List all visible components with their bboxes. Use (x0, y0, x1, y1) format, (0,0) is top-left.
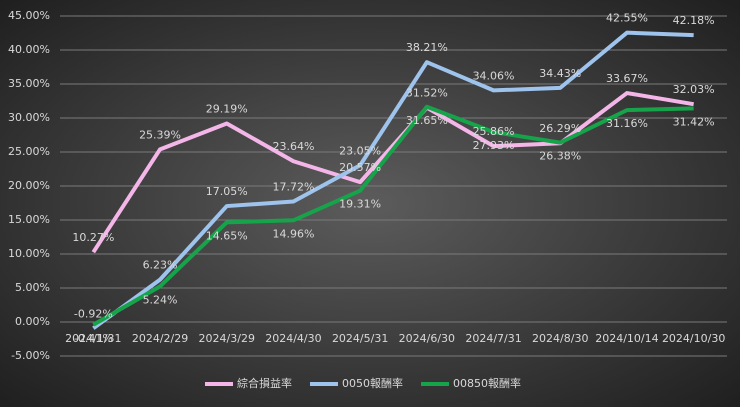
data-label: 17.72% (272, 181, 314, 194)
x-tick-label: 2024/10/30 (662, 332, 725, 345)
x-tick-label: 2024/8/30 (532, 332, 588, 345)
x-tick-label: 2024/1/31 (65, 332, 121, 345)
data-label: -0.41% (74, 332, 113, 345)
data-label: 31.42% (673, 115, 715, 128)
y-tick-label: 10.00% (8, 247, 50, 260)
y-tick-label: 45.00% (8, 9, 50, 22)
data-label: 5.24% (143, 293, 178, 306)
x-tick-label: 2024/3/29 (199, 332, 255, 345)
y-tick-label: 15.00% (8, 213, 50, 226)
y-tick-label: 0.00% (15, 315, 50, 328)
data-label: 29.19% (206, 103, 248, 116)
data-label: 25.39% (139, 128, 181, 141)
data-label: 17.05% (206, 185, 248, 198)
series-line (92, 30, 694, 330)
data-label: 38.21% (406, 41, 448, 54)
y-tick-label: 20.00% (8, 179, 50, 192)
data-label: 42.55% (606, 12, 648, 25)
y-tick-label: -5.00% (11, 349, 50, 362)
data-label: 31.65% (406, 114, 448, 127)
legend-label: 綜合損益率 (237, 376, 292, 390)
data-label: 14.65% (206, 229, 248, 242)
data-label: 19.31% (339, 198, 381, 211)
data-label: 10.27% (72, 231, 114, 244)
data-label: 23.05% (339, 144, 381, 157)
y-tick-label: 35.00% (8, 77, 50, 90)
data-label: 25.86% (473, 125, 515, 138)
legend-label: 0050報酬率 (342, 376, 403, 390)
data-label: 26.38% (539, 150, 581, 163)
data-label: 14.96% (272, 227, 314, 240)
y-tick-label: 30.00% (8, 111, 50, 124)
x-tick-label: 2024/5/31 (332, 332, 388, 345)
y-tick-label: 25.00% (8, 145, 50, 158)
x-tick-label: 2024/4/30 (265, 332, 321, 345)
data-label: 42.18% (673, 14, 715, 27)
data-label: 31.52% (406, 87, 448, 100)
data-label: 31.16% (606, 117, 648, 130)
x-tick-label: 2024/6/30 (399, 332, 455, 345)
data-label: 33.67% (606, 72, 648, 85)
data-label: 32.03% (673, 83, 715, 96)
data-label: 23.64% (272, 140, 314, 153)
series-line (91, 91, 694, 254)
data-label: -0.92% (74, 307, 113, 320)
y-tick-label: 40.00% (8, 43, 50, 56)
data-label: 34.06% (473, 69, 515, 82)
data-label: 34.43% (539, 67, 581, 80)
legend-label: 00850報酬率 (453, 376, 521, 390)
data-label: 26.29% (539, 122, 581, 135)
x-tick-label: 2024/10/14 (595, 332, 658, 345)
series-line (92, 104, 694, 327)
data-label: 27.93% (473, 139, 515, 152)
data-label: 20.57% (339, 161, 381, 174)
y-tick-label: 5.00% (15, 281, 50, 294)
data-label: 6.23% (143, 259, 178, 272)
x-tick-label: 2024/7/31 (465, 332, 521, 345)
x-tick-label: 2024/2/29 (132, 332, 188, 345)
